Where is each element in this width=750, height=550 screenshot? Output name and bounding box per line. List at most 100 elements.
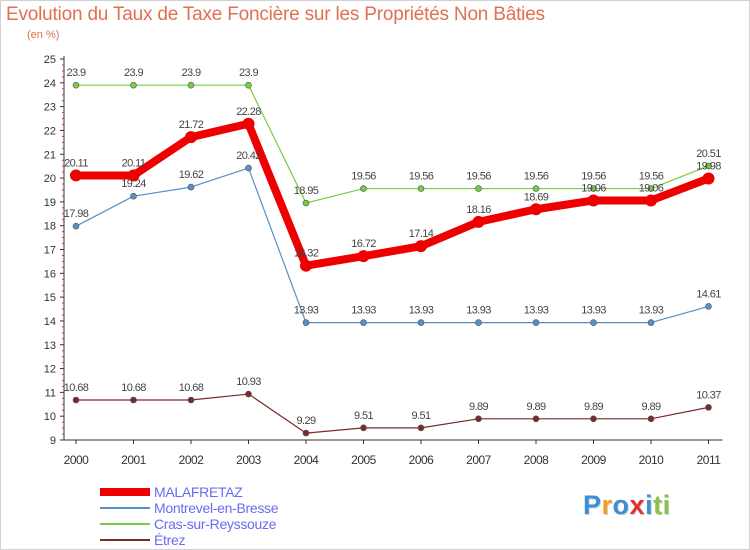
x-tick-label: 2008 — [524, 453, 550, 467]
data-label: 10.68 — [179, 382, 204, 394]
data-label: 13.93 — [466, 305, 491, 317]
data-point — [187, 81, 195, 89]
data-point — [532, 185, 540, 192]
x-tick-label: 2011 — [697, 453, 722, 467]
series-line--trez — [75, 393, 710, 434]
data-label: 9.51 — [354, 410, 373, 422]
data-point — [417, 319, 425, 326]
x-tick-label: 2006 — [409, 453, 435, 467]
data-point — [645, 194, 657, 207]
x-tick-label: 2007 — [466, 453, 492, 467]
data-label: 9.89 — [641, 401, 660, 413]
data-point — [415, 240, 427, 253]
data-label: 18.69 — [524, 191, 549, 203]
y-tick-label: 15 — [44, 292, 56, 304]
data-label: 20.42 — [236, 150, 261, 162]
x-tick-label: 2010 — [639, 453, 665, 467]
data-point — [532, 319, 540, 326]
data-label: 22.28 — [236, 106, 261, 118]
data-label: 19.06 — [581, 182, 606, 194]
y-tick-label: 13 — [44, 340, 56, 352]
data-point — [357, 250, 370, 263]
x-tick-label: 2003 — [236, 453, 262, 467]
data-point — [475, 415, 482, 423]
data-point — [647, 319, 655, 326]
data-label: 23.9 — [239, 67, 258, 79]
data-label: 19.56 — [409, 171, 434, 183]
data-label: 13.93 — [524, 305, 549, 317]
x-tick-label: 2004 — [294, 453, 320, 467]
data-label: 17.98 — [64, 208, 89, 220]
data-point — [127, 169, 140, 182]
data-point — [302, 319, 310, 326]
y-tick-label: 25 — [44, 54, 56, 66]
x-tick-label: 2001 — [121, 453, 147, 467]
chart-subtitle: (en %) — [27, 29, 60, 41]
data-point — [130, 81, 137, 89]
data-point — [242, 117, 255, 130]
data-point — [72, 222, 80, 230]
x-tick-label: 2005 — [351, 453, 377, 467]
y-tick-label: 14 — [44, 316, 56, 328]
data-label: 10.68 — [121, 382, 146, 394]
legend-swatch — [100, 523, 150, 525]
legend-label: Montrevel-en-Bresse — [154, 500, 279, 516]
chart-title: Evolution du Taux de Taxe Foncière sur l… — [6, 4, 545, 25]
data-label: 19.62 — [179, 169, 204, 181]
data-point — [590, 319, 597, 326]
data-label: 9.89 — [584, 401, 603, 413]
data-point — [302, 199, 310, 207]
data-point — [302, 429, 310, 437]
data-label: 9.89 — [526, 401, 545, 413]
y-tick-label: 21 — [44, 149, 56, 161]
data-point — [70, 169, 82, 182]
data-point — [532, 415, 540, 423]
data-point — [590, 185, 597, 192]
data-label: 19.56 — [466, 171, 491, 183]
y-tick-label: 22 — [44, 125, 56, 137]
data-label: 13.93 — [409, 305, 434, 317]
legend-swatch — [100, 507, 150, 509]
data-label: 19.56 — [524, 171, 549, 183]
data-point — [705, 404, 712, 411]
data-point — [187, 183, 195, 191]
proxiti-logo: Proxiti — [583, 490, 671, 521]
data-point — [245, 164, 252, 172]
data-label: 19.24 — [121, 178, 146, 190]
data-point — [360, 424, 367, 432]
y-tick-label: 24 — [44, 78, 56, 90]
data-point — [475, 319, 482, 326]
data-point — [130, 192, 137, 200]
data-point — [130, 396, 137, 404]
y-tick-label: 20 — [44, 173, 56, 185]
data-point — [185, 131, 197, 144]
series-line-montrevel-en-bresse — [75, 167, 710, 324]
data-label: 20.51 — [696, 148, 721, 160]
data-point — [300, 259, 312, 272]
logo-letter: i — [645, 490, 654, 520]
x-tick-label: 2000 — [64, 453, 90, 467]
data-point — [590, 415, 597, 423]
data-point — [417, 185, 425, 192]
data-label: 13.93 — [581, 305, 606, 317]
x-tick-label: 2009 — [581, 453, 607, 467]
data-label: 20.11 — [122, 157, 146, 169]
series-line-cras-sur-reyssouze — [75, 84, 710, 204]
y-tick-label: 19 — [44, 197, 56, 209]
data-label: 18.95 — [294, 185, 319, 197]
data-point — [702, 172, 715, 185]
x-tick-label: 2002 — [179, 453, 205, 467]
data-label: 23.9 — [66, 67, 85, 79]
data-point — [647, 185, 655, 192]
data-point — [72, 396, 80, 404]
y-tick-label: 23 — [44, 102, 56, 114]
data-label: 19.56 — [581, 171, 606, 183]
series-line-malafretaz — [72, 119, 713, 270]
data-label: 19.56 — [351, 171, 376, 183]
data-label: 16.72 — [351, 238, 376, 250]
data-point — [587, 194, 600, 207]
data-point — [245, 81, 252, 89]
data-point — [417, 424, 425, 432]
legend-label: Étrez — [154, 532, 186, 548]
